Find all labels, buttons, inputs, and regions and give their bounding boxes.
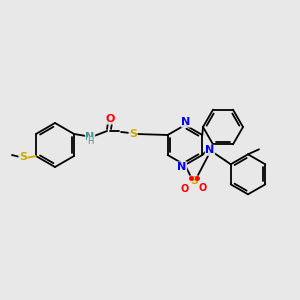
Text: N: N [182, 117, 190, 127]
Text: O: O [199, 183, 207, 193]
Text: N: N [85, 132, 95, 142]
Text: H: H [87, 137, 94, 146]
Text: S: S [19, 152, 27, 162]
Text: O: O [105, 114, 115, 124]
Text: O: O [181, 184, 189, 194]
Text: S: S [190, 176, 198, 186]
Text: N: N [206, 145, 214, 155]
Text: S: S [129, 129, 137, 139]
Text: N: N [177, 162, 187, 172]
